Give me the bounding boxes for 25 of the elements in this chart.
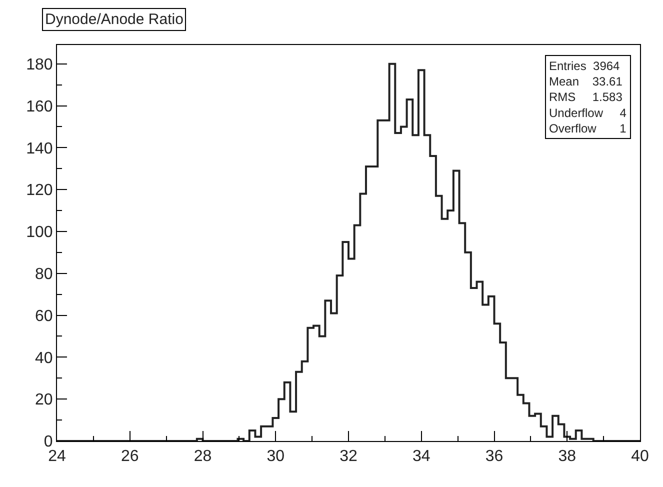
x-tick-label: 34 [412, 448, 430, 466]
x-tick-label: 26 [120, 448, 139, 466]
y-tick-label: 0 [44, 434, 53, 451]
y-tick-label: 20 [35, 392, 53, 409]
y-tick-label: 60 [35, 308, 53, 325]
x-tick-label: 32 [340, 448, 358, 466]
annotation: RMS 1.583 [549, 90, 623, 104]
annotation: Overflow 1 [549, 121, 627, 136]
y-tick-label: 100 [26, 224, 53, 242]
y-tick-label: 40 [35, 350, 53, 367]
y-tick-label: 120 [26, 182, 53, 200]
annotation: Entries 3964 [549, 59, 620, 73]
y-tick-label: 160 [26, 98, 53, 116]
chart-title: Dynode/Anode Ratio [45, 11, 184, 28]
x-tick-label: 28 [194, 448, 212, 466]
x-tick-label: 40 [631, 448, 649, 466]
x-tick-label: 24 [48, 448, 66, 466]
x-tick-label: 38 [558, 448, 576, 466]
y-tick-label: 180 [26, 56, 53, 74]
y-tick-label: 140 [26, 140, 53, 158]
y-tick-label: 80 [35, 266, 53, 283]
annotation: Mean 33.61 [549, 74, 623, 89]
x-tick-label: 30 [266, 448, 285, 466]
annotation: Underflow 4 [549, 106, 627, 120]
x-tick-label: 36 [485, 448, 504, 466]
